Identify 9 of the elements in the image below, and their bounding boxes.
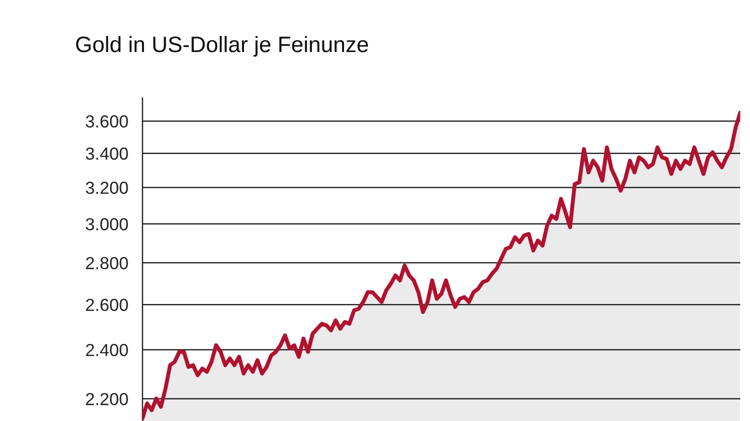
y-tick-label: 2.600 bbox=[86, 298, 128, 312]
y-tick-label: 3.000 bbox=[86, 218, 128, 230]
y-tick-label: 3.200 bbox=[86, 182, 128, 194]
y-tick-label: 3.600 bbox=[86, 115, 128, 128]
y-tick-label: 2.400 bbox=[86, 344, 128, 356]
y-tick-label: 3.400 bbox=[86, 148, 128, 160]
y-tick-label: 2.200 bbox=[86, 392, 128, 406]
chart-title: Gold in US-Dollar je Feinunze bbox=[76, 36, 368, 57]
y-tick-label: 2.800 bbox=[86, 256, 128, 270]
